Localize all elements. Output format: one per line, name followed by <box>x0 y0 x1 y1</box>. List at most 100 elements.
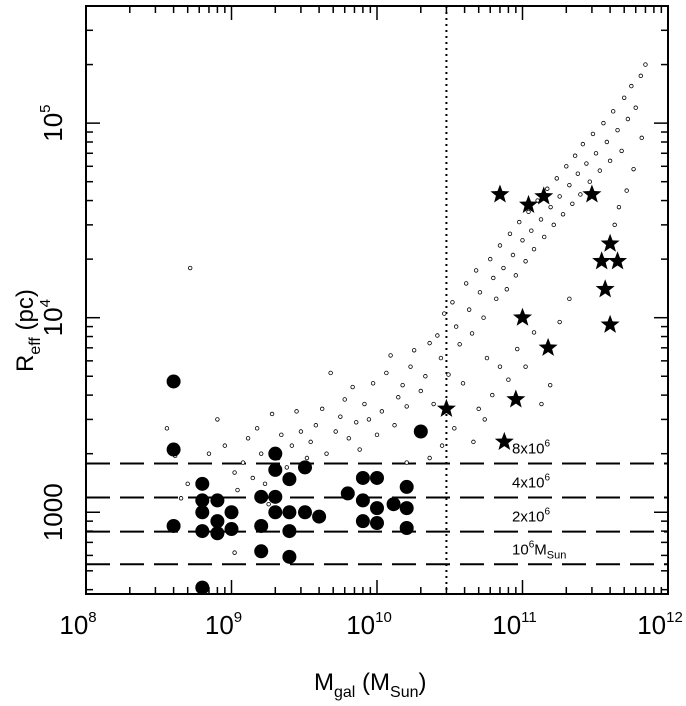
open-circle-point <box>507 231 513 236</box>
open-circle-point <box>547 382 553 388</box>
filled-circle-point <box>268 505 283 520</box>
open-circle-point <box>570 201 575 206</box>
filled-circle-point <box>312 509 327 524</box>
open-circle-point <box>625 116 631 122</box>
open-circle-point <box>388 353 393 358</box>
open-circle-point <box>612 222 617 228</box>
open-circle-point <box>572 153 578 158</box>
open-circle-point <box>578 192 583 197</box>
filled-circle-point <box>210 493 225 508</box>
open-circle-point <box>531 246 537 252</box>
open-circle-point <box>469 331 475 336</box>
filled-circle-point <box>282 472 297 487</box>
open-circle-point <box>517 219 522 225</box>
open-circle-point <box>484 355 490 361</box>
open-circle-point <box>346 436 351 441</box>
open-circle-series <box>164 62 648 555</box>
open-circle-point <box>476 406 481 412</box>
filled-circle-point <box>166 518 181 533</box>
open-circle-point <box>240 460 246 465</box>
open-circle-point <box>235 487 240 493</box>
filled-circle-point <box>254 518 269 533</box>
filled-circle-point <box>399 501 414 516</box>
open-circle-point <box>439 443 445 448</box>
open-circle-point <box>463 281 469 286</box>
filled-circle-point <box>210 514 225 529</box>
open-circle-point <box>554 176 559 181</box>
open-circle-point <box>404 460 409 465</box>
y-tick-label: 104 <box>37 299 68 336</box>
open-circle-point <box>442 311 447 316</box>
open-circle-point <box>520 238 525 243</box>
filled-circle-point <box>224 505 239 520</box>
filled-circle-point <box>254 544 269 559</box>
open-circle-point <box>411 348 417 353</box>
open-circle-point <box>333 429 338 434</box>
open-circle-point <box>400 382 405 388</box>
open-circle-point <box>584 161 589 166</box>
open-circle-point <box>404 404 409 409</box>
open-circle-point <box>370 381 376 386</box>
filled-circle-point <box>195 580 210 595</box>
star-point <box>512 307 533 326</box>
open-circle-point <box>482 417 487 422</box>
open-circle-point <box>418 388 423 394</box>
open-circle-point <box>374 432 380 438</box>
open-circle-point <box>639 135 644 141</box>
open-circle-point <box>622 95 627 100</box>
open-circle-point <box>466 307 472 312</box>
x-tick-label: 1010 <box>346 609 392 640</box>
y-tick-label-text: 105 <box>37 105 68 142</box>
open-circle-point <box>497 364 503 369</box>
open-circle-point <box>460 381 466 386</box>
open-circle-point <box>604 139 610 145</box>
filled-circle-point <box>297 460 312 475</box>
open-circle-point <box>438 355 444 361</box>
y-tick-label: 1000 <box>38 483 68 541</box>
open-circle-point <box>164 426 170 431</box>
filled-circle-point <box>210 526 225 541</box>
x-tick-label: 108 <box>59 609 96 640</box>
open-circle-point <box>587 179 592 184</box>
filled-circle-point <box>370 516 384 531</box>
open-circle-point <box>379 409 385 414</box>
filled-circle-point <box>195 476 210 491</box>
filled-circle-point <box>355 470 370 485</box>
filled-circle-point <box>370 501 384 516</box>
open-circle-point <box>232 550 237 555</box>
open-circle-point <box>471 439 476 445</box>
open-circle-point <box>250 475 255 481</box>
x-tick-label: 1012 <box>637 609 683 640</box>
open-circle-point <box>338 414 343 419</box>
reference-line-label: 106MSun <box>512 539 566 561</box>
open-circle-point <box>523 364 528 369</box>
open-circle-point <box>494 296 499 302</box>
open-circle-point <box>513 273 519 278</box>
open-circle-point <box>298 429 304 434</box>
filled-circle-point <box>268 489 283 504</box>
open-circle-point <box>567 182 572 188</box>
open-circle-point <box>619 148 624 154</box>
open-circle-point <box>178 496 184 501</box>
open-circle-point <box>481 315 486 320</box>
open-circle-point <box>526 209 531 215</box>
open-circle-point <box>245 436 251 441</box>
filled-circle-point <box>166 442 181 457</box>
open-circle-point <box>580 141 586 147</box>
filled-circle-series <box>166 374 428 595</box>
open-circle-point <box>538 217 544 222</box>
open-circle-point <box>294 409 299 414</box>
open-circle-point <box>222 443 228 448</box>
filled-circle-point <box>282 524 297 539</box>
open-circle-point <box>601 120 606 126</box>
open-circle-point <box>279 432 284 438</box>
open-circle-point <box>515 346 520 352</box>
open-circle-point <box>215 417 220 422</box>
open-circle-point <box>408 364 413 369</box>
open-circle-point <box>446 372 451 377</box>
open-circle-point <box>590 131 596 137</box>
y-tick-label: 105 <box>37 105 68 142</box>
x-axis-title: Mgal (MSun) <box>314 669 426 701</box>
star-point <box>436 398 456 417</box>
open-circle-point <box>488 256 493 262</box>
